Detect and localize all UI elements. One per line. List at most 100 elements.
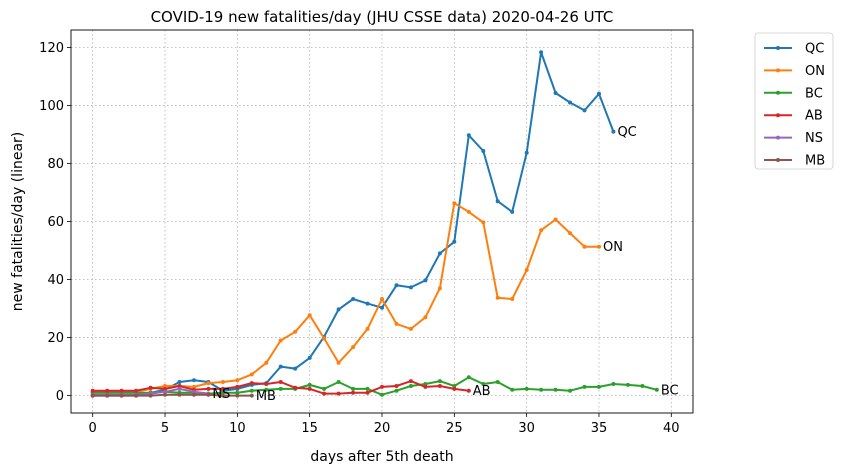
legend-box [754, 32, 834, 170]
data-point [192, 392, 196, 397]
data-point [105, 393, 110, 398]
x-tick-label: 20 [374, 421, 391, 436]
series-ab [90, 379, 471, 396]
end-label-qc: QC [617, 125, 636, 140]
data-point [408, 285, 413, 290]
data-point [452, 386, 457, 391]
data-point [452, 384, 457, 388]
legend: QC ON BC AB NS MB [754, 32, 834, 170]
y-tick-label: 120 [39, 41, 64, 56]
data-point [437, 286, 442, 291]
data-point [235, 384, 240, 389]
x-tick-label: 25 [446, 421, 463, 436]
end-label-mb: MB [256, 389, 276, 404]
data-point [423, 384, 428, 389]
data-point [423, 382, 428, 386]
data-point [597, 384, 601, 389]
data-point [322, 336, 327, 341]
x-tick-label: 40 [663, 421, 680, 436]
legend-label-on: ON [805, 64, 825, 79]
data-point [235, 393, 240, 398]
data-point [539, 50, 544, 55]
data-point [568, 231, 572, 236]
data-point [539, 387, 544, 392]
series-qc [90, 50, 616, 398]
data-point [220, 393, 225, 398]
data-point [437, 251, 442, 256]
data-point [351, 345, 356, 350]
data-point [235, 390, 240, 395]
data-point [495, 199, 500, 204]
legend-marker [776, 113, 780, 118]
data-point [336, 307, 341, 312]
data-point [177, 380, 182, 384]
data-point [249, 372, 254, 377]
data-point [351, 390, 356, 395]
data-point [524, 150, 529, 155]
data-point [90, 388, 95, 393]
y-tick-label: 20 [47, 331, 64, 346]
series-mb [90, 392, 254, 398]
data-point [336, 360, 341, 365]
data-point [452, 201, 457, 206]
x-axis-ticks: 0 5 10 15 20 25 30 35 40 [89, 413, 680, 436]
legend-marker [776, 158, 780, 162]
data-point [192, 378, 196, 383]
data-point [640, 384, 645, 388]
data-point [163, 386, 167, 391]
data-point [177, 386, 182, 391]
data-point [510, 387, 515, 392]
data-point [264, 360, 269, 365]
series-on [90, 201, 601, 394]
data-point [611, 382, 616, 386]
data-point [235, 378, 240, 383]
data-point [264, 382, 269, 386]
data-point [351, 386, 356, 391]
data-point [408, 379, 413, 384]
data-point [336, 380, 341, 384]
data-point [163, 384, 167, 388]
data-point [293, 329, 298, 334]
end-label-on: ON [603, 240, 623, 255]
grid-lines [71, 30, 693, 413]
data-point [220, 390, 225, 395]
data-point [597, 91, 601, 96]
data-point [278, 338, 283, 343]
data-point [322, 386, 327, 391]
data-point [336, 391, 341, 396]
data-point [408, 326, 413, 331]
data-point [134, 388, 139, 393]
data-point [322, 391, 327, 396]
data-point [568, 100, 572, 105]
end-label-ab: AB [473, 384, 491, 399]
y-tick-label: 0 [56, 389, 64, 404]
data-point [365, 301, 370, 306]
data-point [220, 380, 225, 384]
end-label-ns: NS [212, 387, 230, 402]
data-point [481, 382, 486, 386]
data-point [380, 305, 384, 310]
x-axis-label: days after 5th death [310, 449, 453, 465]
data-point [611, 129, 616, 134]
data-point [553, 387, 558, 392]
data-point [278, 386, 283, 391]
data-point [394, 283, 399, 288]
data-point [423, 278, 428, 283]
data-point [365, 326, 370, 331]
data-point [394, 388, 399, 393]
data-point [524, 268, 529, 272]
data-point [192, 389, 196, 394]
data-point [452, 239, 457, 244]
data-point [192, 384, 196, 389]
data-point [293, 366, 298, 371]
data-point [307, 313, 312, 318]
series-layer [90, 50, 659, 398]
data-point [408, 384, 413, 388]
y-tick-label: 100 [39, 99, 64, 114]
data-point [394, 384, 399, 388]
y-axis-label: new fatalities/day (linear) [10, 132, 26, 311]
x-tick-label: 15 [301, 421, 318, 436]
data-point [437, 379, 442, 384]
data-point [423, 315, 428, 320]
data-point [351, 297, 356, 301]
